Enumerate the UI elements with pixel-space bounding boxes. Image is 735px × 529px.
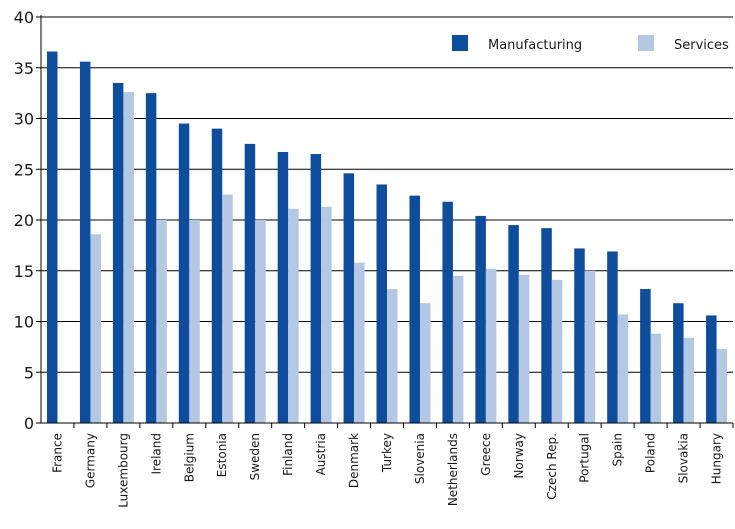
bar-manufacturing-finland — [277, 152, 289, 423]
bar-manufacturing-hungary — [706, 315, 717, 423]
bar-services-austria — [321, 206, 332, 423]
x-category-label: Austria — [314, 433, 328, 475]
y-tick-label: 40 — [14, 8, 34, 27]
x-category-label: Belgium — [182, 433, 196, 482]
bar-services-poland — [650, 333, 662, 423]
bar-manufacturing-czech-rep- — [541, 228, 552, 423]
bar-services-finland — [288, 208, 299, 423]
bar-manufacturing-spain — [607, 251, 618, 423]
bar-services-estonia — [222, 194, 233, 424]
bar-services-slovakia — [683, 337, 695, 423]
y-tick-label: 20 — [14, 211, 34, 230]
legend-swatch-services — [638, 35, 654, 51]
bar-manufacturing-greece — [475, 215, 486, 423]
bar-services-czech-rep- — [551, 279, 563, 423]
x-category-label: Netherlands — [446, 433, 460, 506]
x-category-label: Ireland — [149, 433, 163, 475]
bar-manufacturing-ireland — [145, 93, 157, 424]
y-tick-label: 15 — [14, 262, 34, 281]
legend-background — [430, 30, 732, 60]
bar-services-slovenia — [419, 303, 431, 423]
bar-manufacturing-estonia — [211, 128, 223, 423]
bar-services-turkey — [387, 289, 398, 423]
bar-manufacturing-netherlands — [442, 201, 453, 423]
x-category-label: Luxembourg — [116, 433, 130, 508]
x-category-label: Portugal — [578, 433, 592, 483]
x-category-label: Sweden — [248, 433, 262, 480]
y-tick-label: 0 — [24, 414, 34, 433]
x-axis-labels: France Germany Luxembourg Ireland Belgium Est… — [50, 433, 723, 508]
bar-services-ireland — [156, 220, 167, 423]
bar-manufacturing-portugal — [574, 248, 585, 423]
x-category-label: Hungary — [710, 433, 724, 484]
y-tick-label: 30 — [14, 110, 34, 129]
bar-services-hungary — [716, 348, 728, 423]
bar-services-greece — [485, 268, 497, 423]
x-category-label: Greece — [479, 433, 493, 476]
bar-manufacturing-norway — [508, 225, 519, 423]
bar-services-spain — [617, 314, 629, 423]
bar-manufacturing-denmark — [343, 173, 355, 423]
y-tick-label: 10 — [14, 313, 34, 332]
x-category-label: Slovakia — [677, 433, 691, 483]
x-category-label: Slovenia — [413, 433, 427, 484]
x-category-label: Turkey — [380, 433, 394, 473]
x-category-label: Poland — [644, 433, 658, 473]
bar-manufacturing-france — [47, 51, 58, 423]
bar-manufacturing-belgium — [178, 123, 190, 423]
x-category-label: Czech Rep. — [545, 433, 559, 500]
y-tick-label: 35 — [14, 59, 34, 78]
legend-label-manufacturing: Manufacturing — [488, 38, 582, 53]
legend-label-services: Services — [674, 38, 729, 53]
x-category-label: Spain — [611, 433, 625, 467]
x-category-label: Germany — [83, 433, 97, 488]
bar-services-denmark — [354, 262, 365, 423]
legend: Manufacturing Services — [430, 30, 732, 60]
bar-manufacturing-sweden — [244, 143, 256, 424]
bar-services-sweden — [255, 220, 266, 423]
bar-services-germany — [90, 234, 101, 423]
bar-services-portugal — [584, 270, 596, 423]
bar-manufacturing-austria — [310, 154, 322, 423]
bar-manufacturing-poland — [640, 289, 651, 423]
bar-manufacturing-germany — [79, 61, 91, 423]
bar-services-belgium — [189, 220, 200, 423]
bars — [47, 51, 728, 424]
x-category-label: Denmark — [347, 433, 361, 488]
x-category-label: Estonia — [215, 433, 229, 477]
y-axis-ticks: 0 5 10 15 20 25 30 35 40 — [14, 8, 41, 433]
bar-manufacturing-slovenia — [409, 195, 420, 423]
axes — [40, 15, 734, 428]
bar-services-luxembourg — [123, 92, 134, 424]
bar-services-norway — [518, 274, 530, 423]
bar-manufacturing-luxembourg — [112, 82, 124, 423]
legend-swatch-manufacturing — [452, 35, 468, 51]
x-category-label: Norway — [512, 433, 526, 479]
bar-services-netherlands — [452, 275, 464, 423]
bar-manufacturing-turkey — [376, 184, 388, 423]
bar-manufacturing-slovakia — [673, 303, 684, 423]
x-category-label: France — [50, 433, 64, 473]
x-category-label: Finland — [281, 433, 295, 476]
y-tick-label: 25 — [14, 160, 34, 179]
y-tick-label: 5 — [24, 363, 34, 382]
